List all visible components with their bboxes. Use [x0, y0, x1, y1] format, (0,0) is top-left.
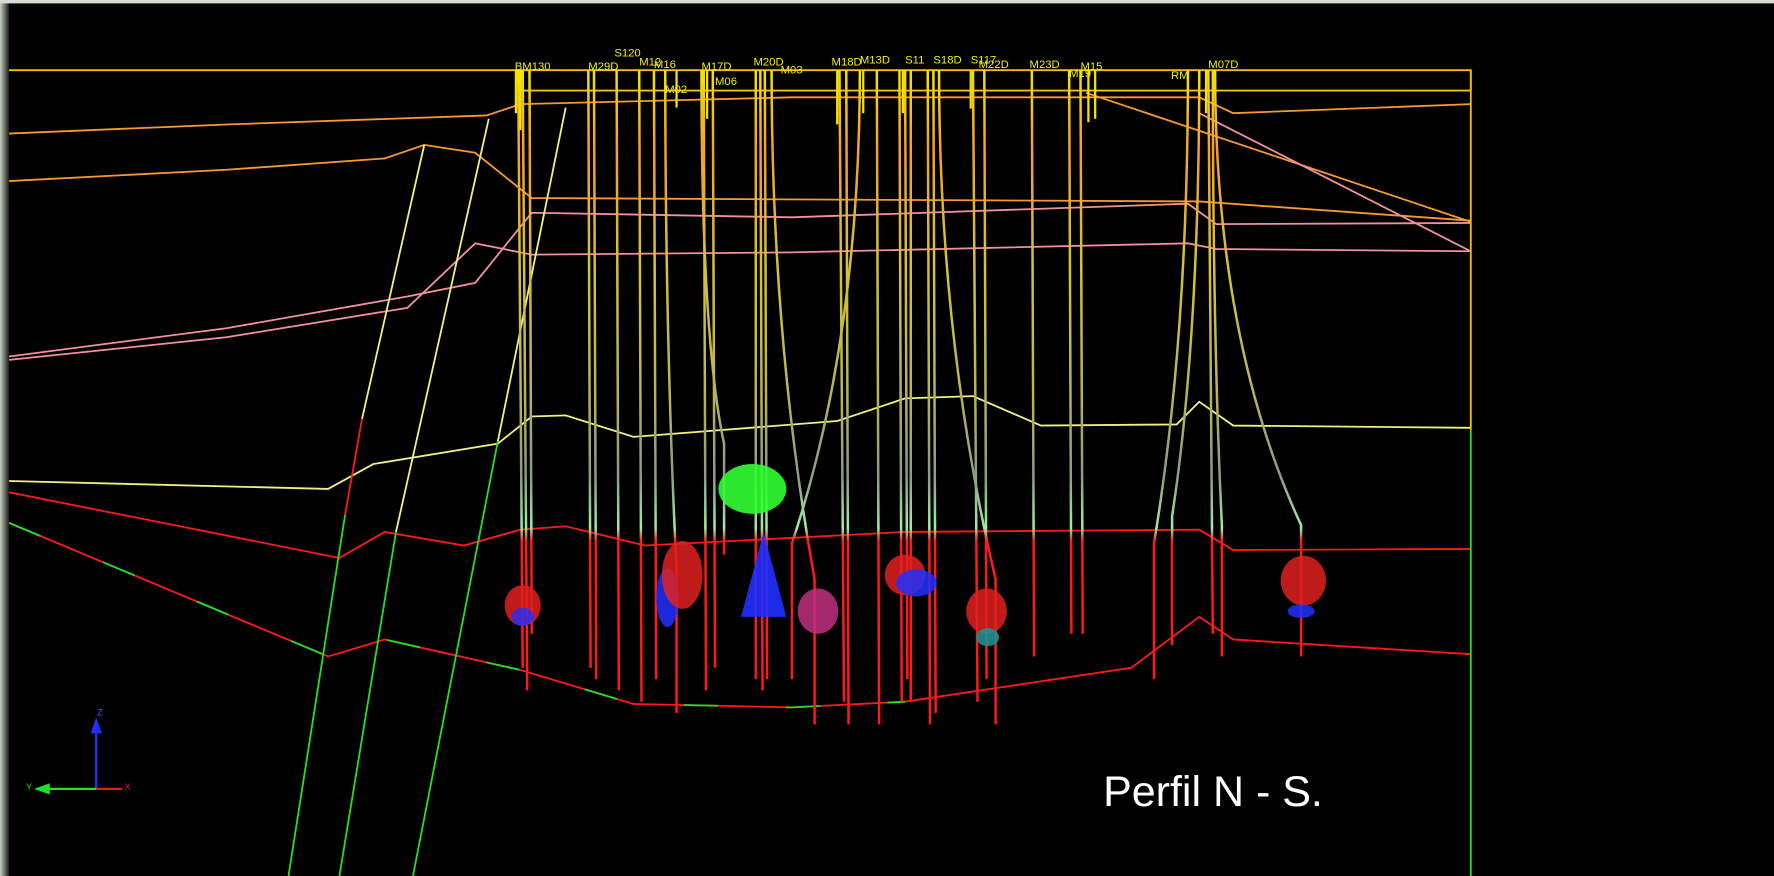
section-title: Perfil N - S.	[1103, 768, 1323, 816]
ore-body	[966, 589, 1007, 634]
ore-body	[511, 608, 534, 626]
ore-body	[1288, 604, 1315, 618]
well-label: M19	[1069, 68, 1091, 80]
well-label: M20D	[753, 57, 783, 69]
axis-label: X	[124, 782, 130, 792]
axis-label: Z	[97, 707, 103, 717]
well-label: S11	[905, 54, 924, 66]
well-label: M29D	[588, 61, 618, 73]
well-label: M18D	[832, 57, 862, 69]
ore-body	[662, 541, 703, 609]
frame-edge	[0, 0, 1774, 3]
ore-body	[896, 569, 937, 596]
well-label: M23D	[1030, 59, 1060, 71]
background	[0, 0, 1774, 876]
well-label: S120	[614, 48, 640, 60]
axis-label: Y	[26, 782, 32, 792]
ore-body	[798, 589, 839, 634]
well-label: M16	[654, 59, 676, 71]
well-label: M22D	[979, 59, 1009, 71]
well-label: M03	[781, 65, 803, 77]
well-label: RM	[1171, 70, 1189, 82]
ore-body	[718, 464, 786, 514]
frame-edge	[0, 0, 9, 876]
well-label: BM130	[515, 61, 551, 73]
well-label: M13D	[860, 54, 890, 66]
well-label: M06	[715, 76, 737, 88]
page: {"viewport": { "title": "Perfil N - S.",…	[0, 0, 1774, 876]
well-label: M02	[665, 84, 687, 96]
well-label: M17D	[701, 61, 731, 73]
viewport: BM130M29DS120M12M16M02M17DM06M20DM03M18D…	[0, 0, 1774, 876]
ore-body	[976, 628, 999, 646]
ore-body	[1281, 556, 1326, 606]
well-label: S18D	[933, 54, 961, 66]
well-label: M07D	[1208, 59, 1238, 71]
